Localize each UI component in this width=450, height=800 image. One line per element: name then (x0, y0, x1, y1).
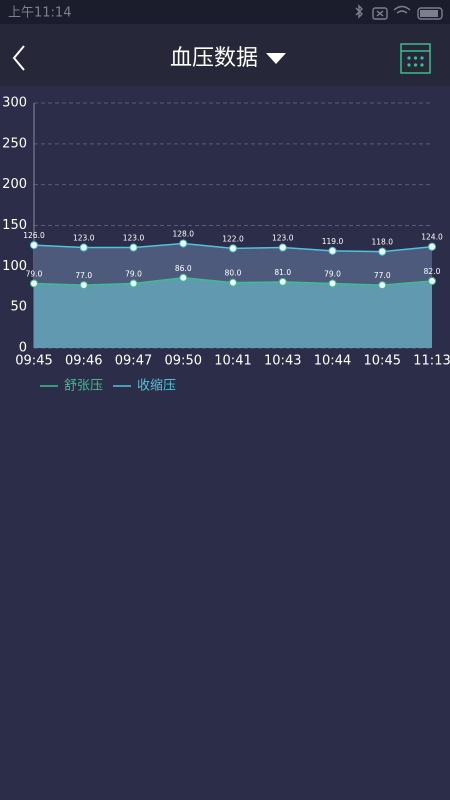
value-label: 119.0 (322, 237, 344, 246)
header (0, 24, 450, 86)
point (179, 273, 188, 282)
point (328, 279, 337, 288)
y-tick-label: 200 (2, 177, 27, 192)
x-tick-label: 09:47 (115, 354, 152, 369)
x-tick-label: 10:43 (264, 354, 301, 369)
area (34, 277, 432, 348)
value-label: 123.0 (272, 234, 294, 243)
x-tick-label: 09:46 (65, 354, 102, 369)
point (129, 279, 138, 288)
value-label: 77.0 (374, 271, 391, 280)
point (229, 244, 237, 253)
point (278, 277, 287, 286)
point (328, 246, 337, 255)
value-label: 118.0 (372, 238, 394, 247)
status-bar (0, 0, 450, 24)
value-label: 86.0 (175, 264, 192, 273)
point (30, 279, 38, 288)
back-button[interactable] (12, 45, 25, 71)
value-label: 122.0 (222, 234, 244, 243)
status-time: 上午11:14 (8, 6, 71, 21)
value-label: 82.0 (424, 267, 441, 276)
value-label: 79.0 (26, 269, 43, 278)
point (129, 243, 138, 252)
dropdown-arrow[interactable] (266, 53, 286, 64)
x-tick-label: 10:45 (364, 354, 401, 369)
chart: 0 50 100 150 200 250 300 79.0 77.0 79.0 86.0 80.0 81… (2, 96, 450, 394)
point (30, 241, 38, 250)
x-tick-label: 09:45 (15, 354, 52, 369)
point (378, 247, 387, 256)
point (278, 243, 287, 252)
y-tick-label: 50 (10, 300, 27, 315)
value-label: 126.0 (23, 231, 45, 240)
y-tick-label: 0 (19, 341, 27, 356)
status-icons (355, 4, 443, 20)
value-label: 123.0 (123, 234, 145, 243)
point (378, 281, 387, 290)
x-tick-label: 11:13 (413, 354, 450, 369)
x-tick-label: 10:41 (214, 354, 251, 369)
page-title[interactable]: 血压数据 (170, 46, 258, 71)
legend-label: 舒张压 (64, 379, 103, 394)
point (428, 242, 436, 251)
point (79, 281, 88, 290)
value-label: 128.0 (173, 229, 195, 238)
y-tick-label: 300 (2, 96, 27, 111)
point (79, 243, 88, 252)
y-tick-label: 250 (2, 136, 27, 151)
point (179, 239, 188, 248)
value-label: 80.0 (225, 269, 242, 278)
value-label: 79.0 (125, 269, 142, 278)
y-tick-label: 150 (2, 218, 27, 233)
value-label: 81.0 (274, 268, 291, 277)
calendar-button[interactable] (400, 43, 431, 74)
value-label: 77.0 (75, 271, 92, 280)
value-label: 124.0 (421, 233, 443, 242)
y-tick-label: 100 (2, 259, 27, 274)
value-label: 79.0 (324, 269, 341, 278)
legend-label: 收缩压 (137, 378, 176, 394)
x-tick-label: 10:44 (314, 354, 351, 369)
x-tick-label: 09:50 (165, 354, 202, 369)
point (229, 278, 237, 287)
value-label: 123.0 (73, 234, 95, 243)
point (428, 277, 436, 286)
